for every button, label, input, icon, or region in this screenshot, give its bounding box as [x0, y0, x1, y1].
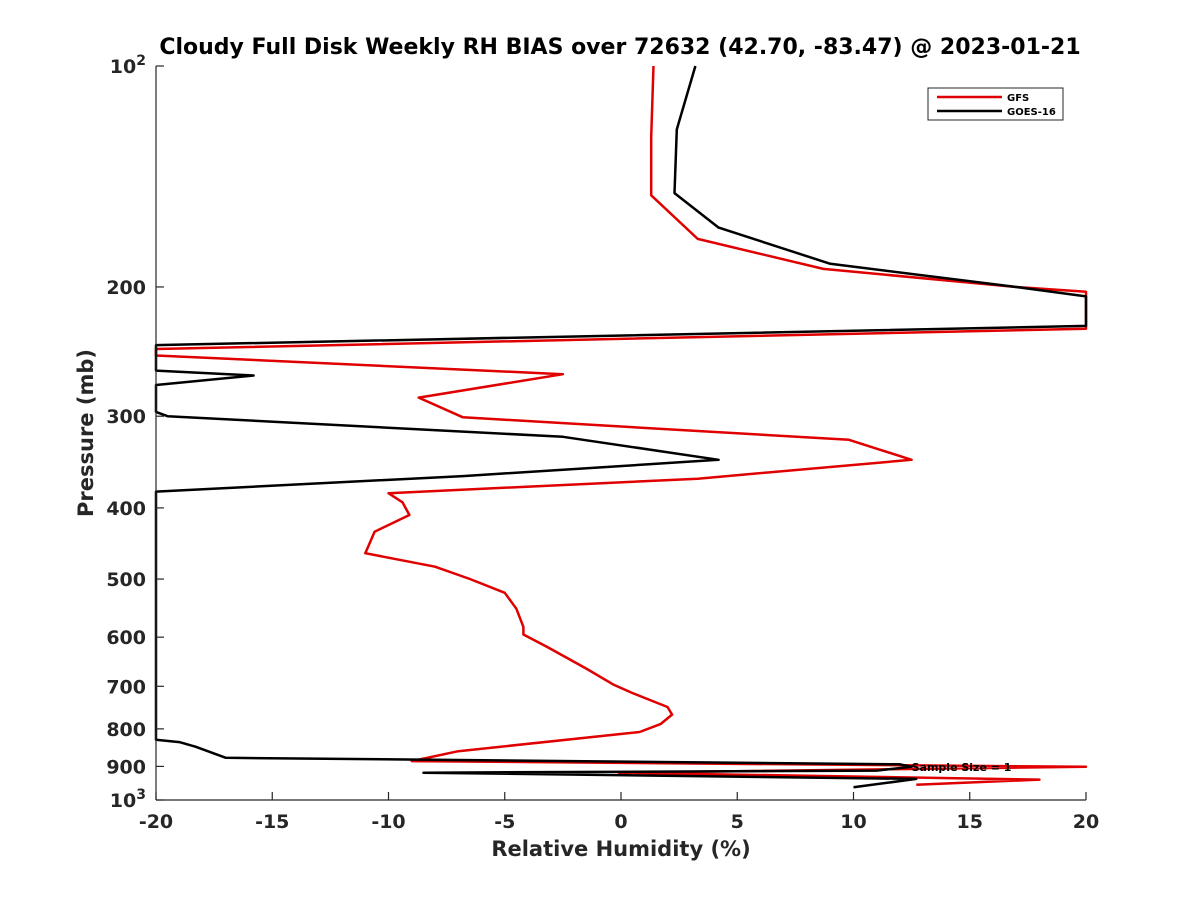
- x-tick-label: 15: [957, 811, 983, 833]
- y-tick-label: 900: [106, 756, 146, 778]
- legend-label-goes16: GOES-16: [1007, 107, 1056, 118]
- x-tick-label: 5: [731, 811, 744, 833]
- y-tick-label: 800: [106, 719, 146, 741]
- legend: GFS GOES-16: [927, 87, 1064, 121]
- x-tick-label: -5: [494, 811, 515, 833]
- series-line-goes16: [154, 65, 1088, 789]
- y-axis-ticks: 102 200 300 400 500 600 700 800 900 103: [106, 53, 164, 812]
- y-tick-label: 500: [106, 569, 146, 591]
- x-tick-label: -15: [255, 811, 289, 833]
- series-layer: [154, 65, 1088, 789]
- x-axis-label: Relative Humidity (%): [491, 837, 750, 861]
- y-tick-label: 200: [106, 277, 146, 299]
- sample-size-annotation: Sample Size = 1: [912, 761, 1012, 774]
- y-tick-label: 102: [110, 53, 146, 78]
- y-tick-label: 600: [106, 627, 146, 649]
- x-axis-ticks: -20 -15 -10 -5 0 5 10 15 20: [139, 792, 1099, 833]
- chart-title: Cloudy Full Disk Weekly RH BIAS over 726…: [159, 35, 1080, 60]
- series-line-gfs: [154, 65, 1088, 786]
- legend-box: [927, 87, 1064, 121]
- x-tick-label: 10: [840, 811, 866, 833]
- x-tick-label: 0: [614, 811, 627, 833]
- y-axis-label: Pressure (mb): [74, 349, 98, 517]
- legend-label-gfs: GFS: [1007, 93, 1029, 104]
- x-tick-label: -20: [139, 811, 173, 833]
- y-tick-label: 700: [106, 676, 146, 698]
- x-tick-label: -10: [371, 811, 405, 833]
- x-tick-label: 20: [1073, 811, 1099, 833]
- y-tick-label: 300: [106, 406, 146, 428]
- y-tick-label: 103: [110, 787, 146, 812]
- y-tick-label: 400: [106, 498, 146, 520]
